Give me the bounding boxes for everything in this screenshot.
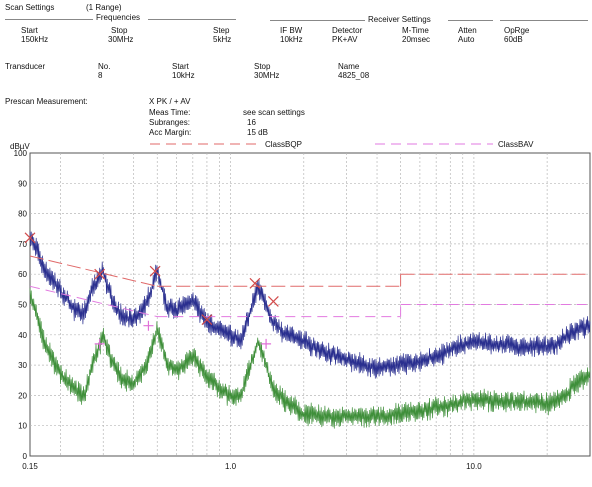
- oprge-value: 60dB: [504, 35, 523, 44]
- frequencies-label: Frequencies: [96, 13, 141, 22]
- y-tick-label: 100: [14, 149, 28, 158]
- atten-value: Auto: [458, 35, 475, 44]
- transducer-start-value: 10kHz: [172, 71, 195, 80]
- meas-time-label: Meas Time:: [149, 108, 191, 117]
- transducer-name-value: 4825_08: [338, 71, 370, 80]
- x-tick-label: 0.15: [22, 462, 38, 471]
- average-marker: [261, 338, 272, 349]
- x-tick-label: 1.0: [225, 462, 237, 471]
- receiver-settings-label: Receiver Settings: [368, 15, 431, 24]
- limit-line-classbav: [29, 285, 590, 318]
- atten-label: Atten: [458, 26, 477, 35]
- frequencies-rule: [5, 19, 93, 20]
- y-tick-label: 30: [18, 361, 27, 370]
- if-bw-label: IF BW: [280, 26, 303, 35]
- y-tick-label: 60: [18, 270, 27, 279]
- stop-label: Stop: [111, 26, 128, 35]
- y-tick-label: 0: [23, 452, 28, 461]
- x-tick-label: 10.0: [466, 462, 482, 471]
- peak-marker: [201, 314, 213, 326]
- transducer-stop-value: 30MHz: [254, 71, 280, 80]
- acc-margin-label: Acc Margin:: [149, 128, 192, 137]
- y-tick-label: 40: [18, 331, 27, 340]
- frequencies-rule-right: [148, 19, 236, 20]
- transducer-no-value: 8: [98, 71, 103, 80]
- y-tick-label: 20: [18, 391, 27, 400]
- limit-line-classbqp: [29, 255, 590, 287]
- legend-label: ClassBQP: [265, 140, 302, 149]
- y-tick-label: 70: [18, 240, 27, 249]
- transducer-start-label: Start: [172, 62, 189, 71]
- peak-marker: [24, 232, 36, 244]
- peak-marker: [149, 265, 161, 277]
- receiver-rule-left: [270, 20, 365, 21]
- y-tick-label: 50: [18, 301, 27, 310]
- average-marker: [94, 338, 105, 349]
- prescan-label: Prescan Measurement:: [5, 97, 88, 106]
- y-tick-label: 10: [18, 422, 27, 431]
- if-bw-value: 10kHz: [280, 35, 303, 44]
- peak-trace: [29, 231, 591, 379]
- step-label: Step: [213, 26, 230, 35]
- scan-settings-label: Scan Settings: [5, 3, 55, 12]
- m-time-label: M-Time: [402, 26, 429, 35]
- meas-time-value: see scan settings: [243, 108, 305, 117]
- subranges-value: 16: [247, 118, 256, 127]
- average-marker: [143, 320, 154, 331]
- start-value: 150kHz: [21, 35, 49, 44]
- average-trace: [29, 288, 591, 429]
- y-tick-label: 90: [18, 179, 27, 188]
- acc-margin-value: 15 dB: [247, 128, 268, 137]
- range-count: (1 Range): [86, 3, 122, 12]
- detector-label: Detector: [332, 26, 363, 35]
- step-value: 5kHz: [213, 35, 232, 44]
- y-axis-label: dBµV: [10, 142, 30, 151]
- y-tick-label: 80: [18, 210, 27, 219]
- detector-value: PK+AV: [332, 35, 358, 44]
- transducer-label: Transducer: [5, 62, 46, 71]
- peak-marker: [267, 296, 279, 307]
- peak-marker: [249, 277, 261, 289]
- transducer-stop-label: Stop: [254, 62, 271, 71]
- subranges-label: Subranges:: [149, 118, 190, 127]
- stop-value: 30MHz: [108, 35, 134, 44]
- m-time-value: 20msec: [402, 35, 431, 44]
- oprge-label: OpRge: [504, 26, 530, 35]
- transducer-no-label: No.: [98, 62, 111, 71]
- receiver-rule-far: [500, 20, 588, 21]
- legend-label: ClassBAV: [498, 140, 534, 149]
- peak-marker: [94, 268, 106, 280]
- receiver-rule-right: [448, 20, 493, 21]
- transducer-name-label: Name: [338, 62, 360, 71]
- prescan-detector: X PK / + AV: [149, 97, 191, 106]
- start-label: Start: [21, 26, 38, 35]
